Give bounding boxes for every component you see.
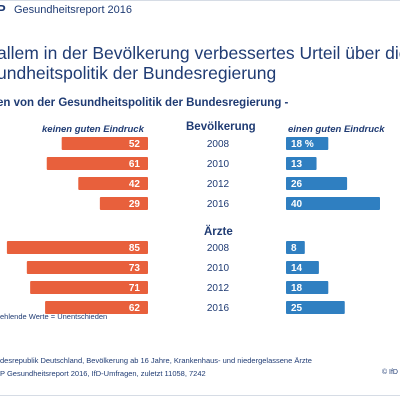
bar-left bbox=[99, 197, 148, 210]
bar-left-label: 42 bbox=[129, 179, 141, 190]
bar-left bbox=[26, 261, 148, 274]
bar-left-label: 29 bbox=[129, 199, 141, 210]
source-line-1: desrepublik Deutschland, Bevölkerung ab … bbox=[0, 356, 312, 365]
group-label-bevoelkerung: Bevölkerung bbox=[186, 121, 256, 133]
top-divider bbox=[0, 0, 400, 1]
bar-right-label: 14 bbox=[291, 263, 303, 274]
chart-title: allem in der Bevölkerung verbessertes Ur… bbox=[0, 43, 400, 83]
bar-right bbox=[286, 281, 329, 294]
bar-left-label: 52 bbox=[129, 139, 141, 150]
copyright: © IfD bbox=[381, 369, 398, 376]
bar-left-label: 71 bbox=[129, 283, 141, 294]
bar-left bbox=[45, 301, 148, 314]
bar-right-label: 26 bbox=[291, 179, 303, 190]
year-label: 2012 bbox=[207, 283, 230, 294]
bar-right bbox=[286, 261, 319, 274]
year-label: 2010 bbox=[207, 263, 230, 274]
right-column-header: einen guten Eindruck bbox=[288, 124, 385, 135]
bar-left bbox=[78, 177, 148, 190]
year-label: 2008 bbox=[207, 139, 230, 150]
bar-left-label: 61 bbox=[129, 159, 141, 170]
bar-right bbox=[286, 157, 317, 170]
bar-right bbox=[286, 197, 380, 210]
bar-right bbox=[286, 301, 345, 314]
left-column-header: keinen guten Eindruck bbox=[42, 124, 144, 135]
bar-right bbox=[286, 241, 305, 254]
brand-logo: P bbox=[0, 2, 6, 17]
bar-left bbox=[6, 241, 149, 254]
year-label: 2016 bbox=[207, 303, 230, 314]
bar-right bbox=[286, 177, 348, 190]
bottom-divider bbox=[0, 395, 400, 396]
bar-right-label: 40 bbox=[291, 199, 303, 210]
year-label: 2016 bbox=[207, 199, 230, 210]
bar-right bbox=[286, 137, 329, 150]
bar-right-label: 18 % bbox=[291, 139, 314, 150]
footnote: ehlende Werte = Unentschieden bbox=[0, 312, 108, 321]
bar-right-label: 13 bbox=[291, 159, 303, 170]
year-label: 2012 bbox=[207, 179, 230, 190]
bar-left bbox=[46, 157, 148, 170]
bar-right-label: 8 bbox=[291, 243, 297, 254]
year-label: 2008 bbox=[207, 243, 230, 254]
source-line-2: P Gesundheitsreport 2016, IfD-Umfragen, … bbox=[0, 369, 206, 378]
year-label: 2010 bbox=[207, 159, 230, 170]
bar-left bbox=[30, 281, 148, 294]
title-line-2: undheitspolitik der Bundesregierung bbox=[0, 63, 277, 83]
bar-left-label: 62 bbox=[129, 303, 141, 314]
bar-left-label: 85 bbox=[129, 243, 141, 254]
report-name: Gesundheitsreport 2016 bbox=[14, 4, 133, 16]
title-line-1: allem in der Bevölkerung verbessertes Ur… bbox=[0, 43, 400, 63]
bar-left bbox=[61, 137, 148, 150]
group-label-aerzte: Ärzte bbox=[204, 226, 233, 238]
chart-subtitle: en von der Gesundheitspolitik der Bundes… bbox=[0, 97, 289, 109]
bar-right-label: 18 bbox=[291, 283, 303, 294]
bar-left-label: 73 bbox=[129, 263, 141, 274]
bar-right-label: 25 bbox=[291, 303, 303, 314]
